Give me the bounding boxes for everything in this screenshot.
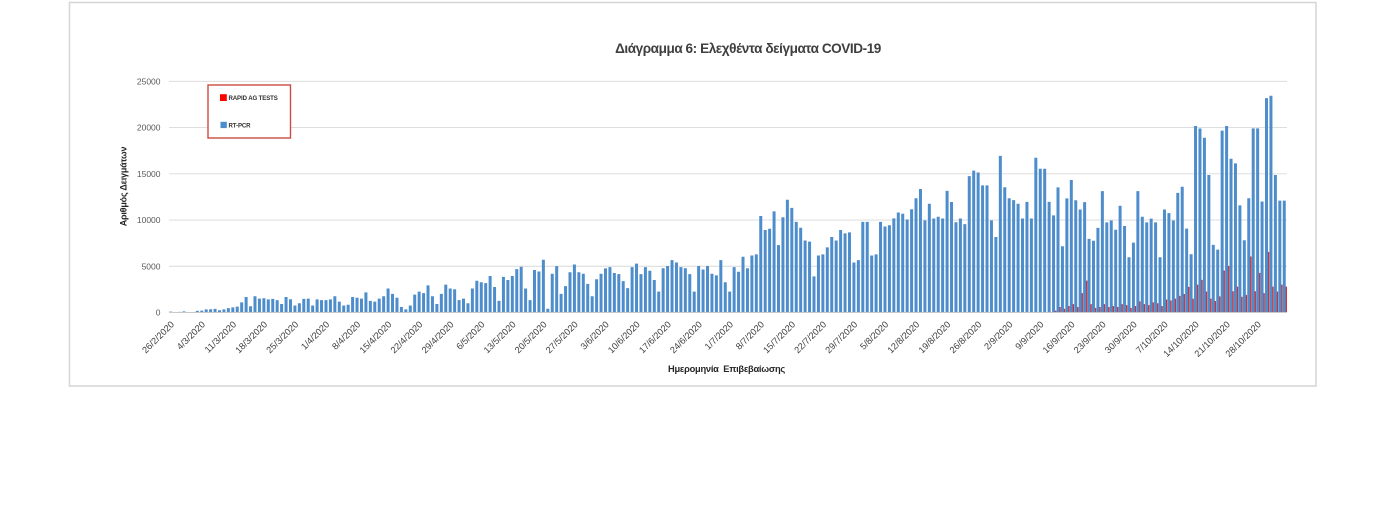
svg-text:Διάγραμμα 6: Ελεχθέντα δείγματ: Διάγραμμα 6: Ελεχθέντα δείγματα COVID-19 xyxy=(615,41,882,56)
svg-text:15000: 15000 xyxy=(137,169,161,179)
svg-text:10000: 10000 xyxy=(137,215,161,225)
svg-text:5000: 5000 xyxy=(142,261,161,271)
svg-text:0: 0 xyxy=(156,308,161,318)
svg-text:25000: 25000 xyxy=(137,76,161,86)
svg-text:RAPID AG TESTS: RAPID AG TESTS xyxy=(229,95,278,102)
svg-text:Αριθμός Δειγμάτων: Αριθμός Δειγμάτων xyxy=(119,147,129,227)
svg-text:20000: 20000 xyxy=(137,123,161,133)
svg-text:RT-PCR: RT-PCR xyxy=(229,123,252,130)
svg-text:Ημερομηνία Επιβεβαίωσης: Ημερομηνία Επιβεβαίωσης xyxy=(668,364,785,374)
